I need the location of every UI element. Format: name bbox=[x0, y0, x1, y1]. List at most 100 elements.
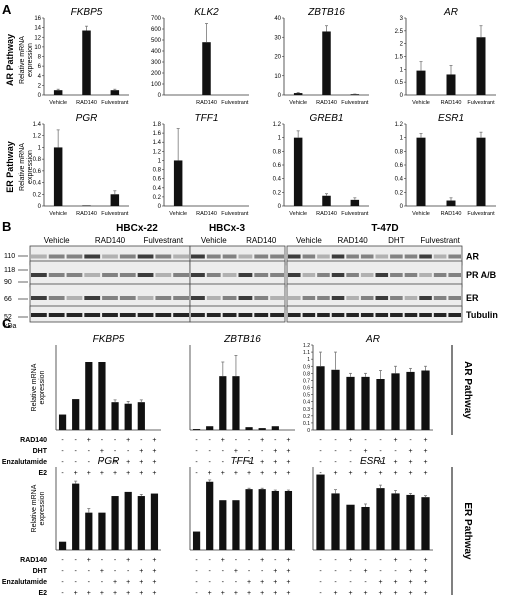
treatment-sign: + bbox=[393, 590, 397, 597]
y-tick-label: 12 bbox=[34, 35, 41, 41]
chart-ar: AR 00.10.20.30.40.50.6 0.70.80.911.11.2 bbox=[303, 334, 433, 434]
treatment-sign: - bbox=[127, 568, 130, 575]
y-tick-label: 1.1 bbox=[303, 350, 310, 356]
treatment-sign: - bbox=[101, 557, 104, 564]
treatment-sign: + bbox=[87, 437, 91, 444]
treatment-sign: + bbox=[393, 437, 397, 444]
treatment-sign: + bbox=[260, 470, 264, 477]
blot-band bbox=[404, 313, 418, 317]
chart-title: AR bbox=[365, 334, 380, 345]
blot-band bbox=[119, 273, 136, 277]
blot-band bbox=[419, 296, 432, 300]
treatment-sign: - bbox=[349, 568, 352, 575]
y-tick-label: 0 bbox=[400, 204, 404, 210]
blot-band bbox=[375, 254, 389, 259]
chart-title: KLK2 bbox=[194, 7, 219, 18]
treatment-sign: + bbox=[126, 590, 130, 597]
bar bbox=[173, 160, 183, 206]
y-tick-label: 0 bbox=[38, 204, 42, 210]
blot-lane-label: RAD140 bbox=[338, 236, 369, 245]
treatment-sign: - bbox=[319, 470, 322, 477]
blot-band bbox=[48, 273, 65, 277]
treatment-sign: - bbox=[61, 459, 64, 466]
treatment-sign: + bbox=[139, 459, 143, 466]
blot-strip bbox=[189, 260, 286, 288]
blot-strip bbox=[286, 305, 463, 323]
blot-lane-label: RAD140 bbox=[246, 236, 277, 245]
treatment-sign: + bbox=[152, 470, 156, 477]
category-label: Fulvestrant bbox=[101, 211, 129, 217]
treatment-sign: + bbox=[139, 590, 143, 597]
treatment-sign: - bbox=[334, 459, 337, 466]
y-tick-label: 1.8 bbox=[153, 122, 162, 128]
y-axis-label: Relative mRNA bbox=[19, 36, 26, 84]
category-label: Fulvestrant bbox=[101, 100, 129, 106]
y-tick-label: 8 bbox=[38, 55, 42, 61]
y-tick-label: 0 bbox=[158, 93, 162, 99]
bar bbox=[85, 362, 93, 430]
treatment-sign: + bbox=[378, 590, 382, 597]
blot-band bbox=[448, 273, 461, 277]
treatment-sign: - bbox=[319, 448, 322, 455]
category-label: RAD140 bbox=[441, 100, 462, 106]
blot-band bbox=[238, 273, 253, 277]
blot-band bbox=[288, 273, 301, 277]
y-tick-label: 0.4 bbox=[273, 177, 282, 183]
treatment-sign: - bbox=[209, 568, 212, 575]
blot-band bbox=[66, 273, 83, 277]
treatment-sign: - bbox=[101, 437, 104, 444]
treatment-sign: + bbox=[234, 568, 238, 575]
bar bbox=[232, 376, 240, 430]
blot-band bbox=[360, 296, 374, 300]
treatment-sign: + bbox=[286, 590, 290, 597]
treatment-sign: - bbox=[235, 557, 238, 564]
blot-band bbox=[155, 273, 172, 277]
y-axis-label: expression bbox=[39, 491, 46, 525]
chart-esr1: ESR1 bbox=[312, 456, 433, 551]
blot-band bbox=[448, 296, 461, 300]
treatment-sign: - bbox=[319, 437, 322, 444]
treatment-row-label: Enzalutamide bbox=[2, 579, 47, 586]
blot-band bbox=[102, 296, 118, 300]
y-tick-label: 0 bbox=[278, 204, 282, 210]
blot-band bbox=[238, 313, 253, 317]
y-tick-label: 200 bbox=[151, 71, 162, 77]
y-axis-label: expression bbox=[39, 370, 46, 404]
blot-band bbox=[360, 273, 374, 277]
chart-esr1: ESR1 0 0.2 0.4 0.6 0.8 1 1.2 Vehicle RAD140 Fulves… bbox=[395, 113, 496, 217]
treatment-sign: - bbox=[61, 557, 64, 564]
treatment-sign: + bbox=[87, 590, 91, 597]
category-label: RAD140 bbox=[316, 100, 337, 106]
bar bbox=[202, 42, 211, 95]
blot-band bbox=[222, 254, 237, 259]
chart-title: TFF1 bbox=[195, 113, 219, 124]
y-tick-label: 0.2 bbox=[303, 414, 310, 420]
treatment-sign: - bbox=[364, 579, 367, 586]
treatment-sign: - bbox=[319, 590, 322, 597]
blot-band bbox=[270, 313, 284, 317]
y-axis-label: Relative mRNA bbox=[31, 484, 38, 532]
panel-label: B bbox=[2, 219, 11, 234]
y-tick-label: 30 bbox=[274, 35, 281, 41]
bar bbox=[316, 474, 325, 550]
y-tick-label: 300 bbox=[151, 60, 162, 66]
panel-labels: A B C bbox=[2, 2, 12, 331]
blot-lane-label: Fulvestrant bbox=[420, 236, 460, 245]
y-tick-label: 1.4 bbox=[33, 122, 42, 128]
chart-title: AR bbox=[443, 7, 458, 18]
treatment-sign: + bbox=[363, 448, 367, 455]
y-tick-label: 0.2 bbox=[395, 190, 404, 196]
blot-band bbox=[173, 296, 189, 300]
panel-label: A bbox=[2, 2, 12, 17]
blot-band bbox=[390, 313, 403, 317]
y-tick-label: 10 bbox=[34, 45, 41, 51]
blot-band bbox=[254, 273, 269, 277]
blot-band bbox=[238, 254, 253, 259]
chart-title: FKBP5 bbox=[71, 7, 103, 18]
mw-marker: 90 bbox=[4, 279, 12, 286]
treatment-sign: - bbox=[235, 437, 238, 444]
treatment-sign: + bbox=[152, 437, 156, 444]
bar bbox=[98, 362, 106, 430]
chart-tff1: TFF1 bbox=[189, 456, 295, 551]
